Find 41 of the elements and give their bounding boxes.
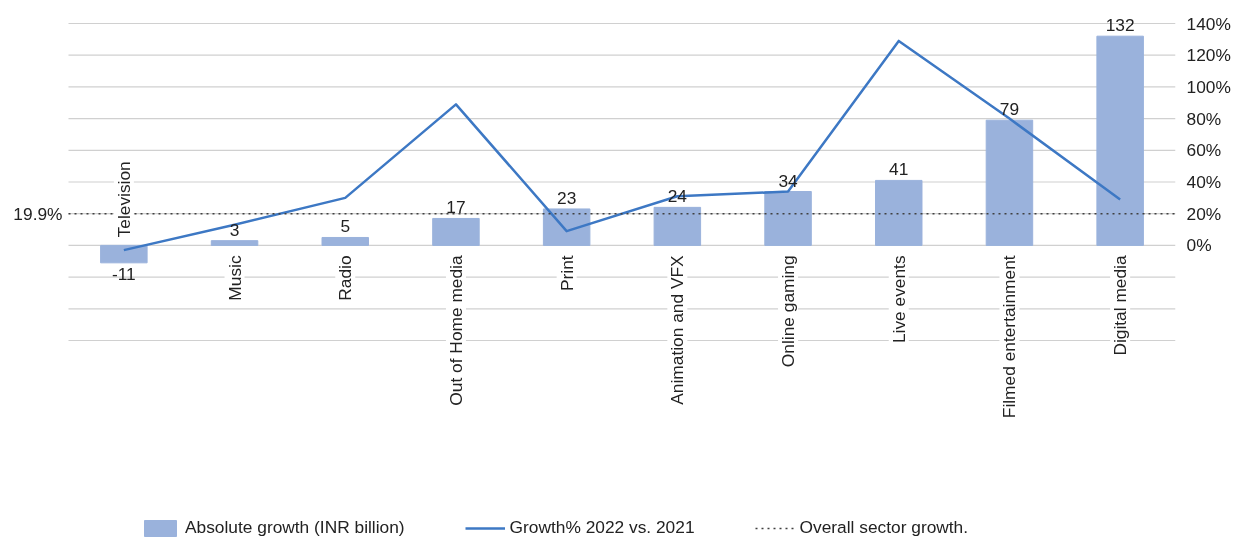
- y2-tick-label: 20%: [1186, 203, 1222, 224]
- data-label: 79: [999, 99, 1020, 120]
- legend-label: Growth% 2022 vs. 2021: [509, 517, 695, 538]
- ref-line-label: 19.9%: [13, 203, 63, 224]
- bar: [210, 240, 259, 246]
- data-label: 132: [1105, 15, 1135, 36]
- data-label: -11: [111, 263, 136, 284]
- bar: [653, 206, 702, 246]
- y2-tick-label: 40%: [1186, 172, 1222, 192]
- y2-tick-label: 120%: [1186, 45, 1231, 66]
- x-tick-label: Print: [556, 255, 577, 292]
- x-tick-label: Radio: [335, 255, 356, 301]
- bar: [432, 217, 480, 246]
- x-tick-label: Filmed entertainment: [999, 255, 1020, 419]
- legend-label: Absolute growth (INR billion): [185, 517, 405, 538]
- y2-tick-label: 0%: [1186, 235, 1212, 256]
- y2-tick-label: 140%: [1186, 13, 1231, 34]
- data-label: 23: [557, 187, 577, 208]
- data-label: 41: [889, 159, 909, 180]
- text: Overall sector growth.: [799, 517, 969, 538]
- bar: [100, 244, 148, 264]
- bar: [321, 236, 369, 246]
- bar: [1096, 35, 1144, 246]
- bar: [764, 191, 812, 246]
- y2-tick-label: 60%: [1186, 140, 1222, 161]
- y2-tick-label: 100%: [1186, 76, 1231, 97]
- x-tick-label: Out of Home media: [445, 255, 466, 406]
- data-label: 5: [340, 216, 351, 237]
- data-label: 3: [229, 219, 240, 240]
- bar: [542, 208, 591, 246]
- data-label: 34: [778, 170, 799, 191]
- bar: [875, 179, 923, 246]
- x-tick-label: Online gaming: [778, 255, 799, 368]
- x-tick-label: Digital media: [1110, 255, 1131, 356]
- bar: [985, 119, 1034, 246]
- data-label: 17: [446, 197, 466, 218]
- x-tick-label: Live events: [888, 255, 909, 344]
- y2-tick-label: 80%: [1186, 108, 1222, 129]
- x-tick-label: Animation and VFX: [667, 254, 688, 405]
- x-tick-label: Music: [224, 255, 245, 301]
- x-tick-label: Television: [113, 161, 134, 238]
